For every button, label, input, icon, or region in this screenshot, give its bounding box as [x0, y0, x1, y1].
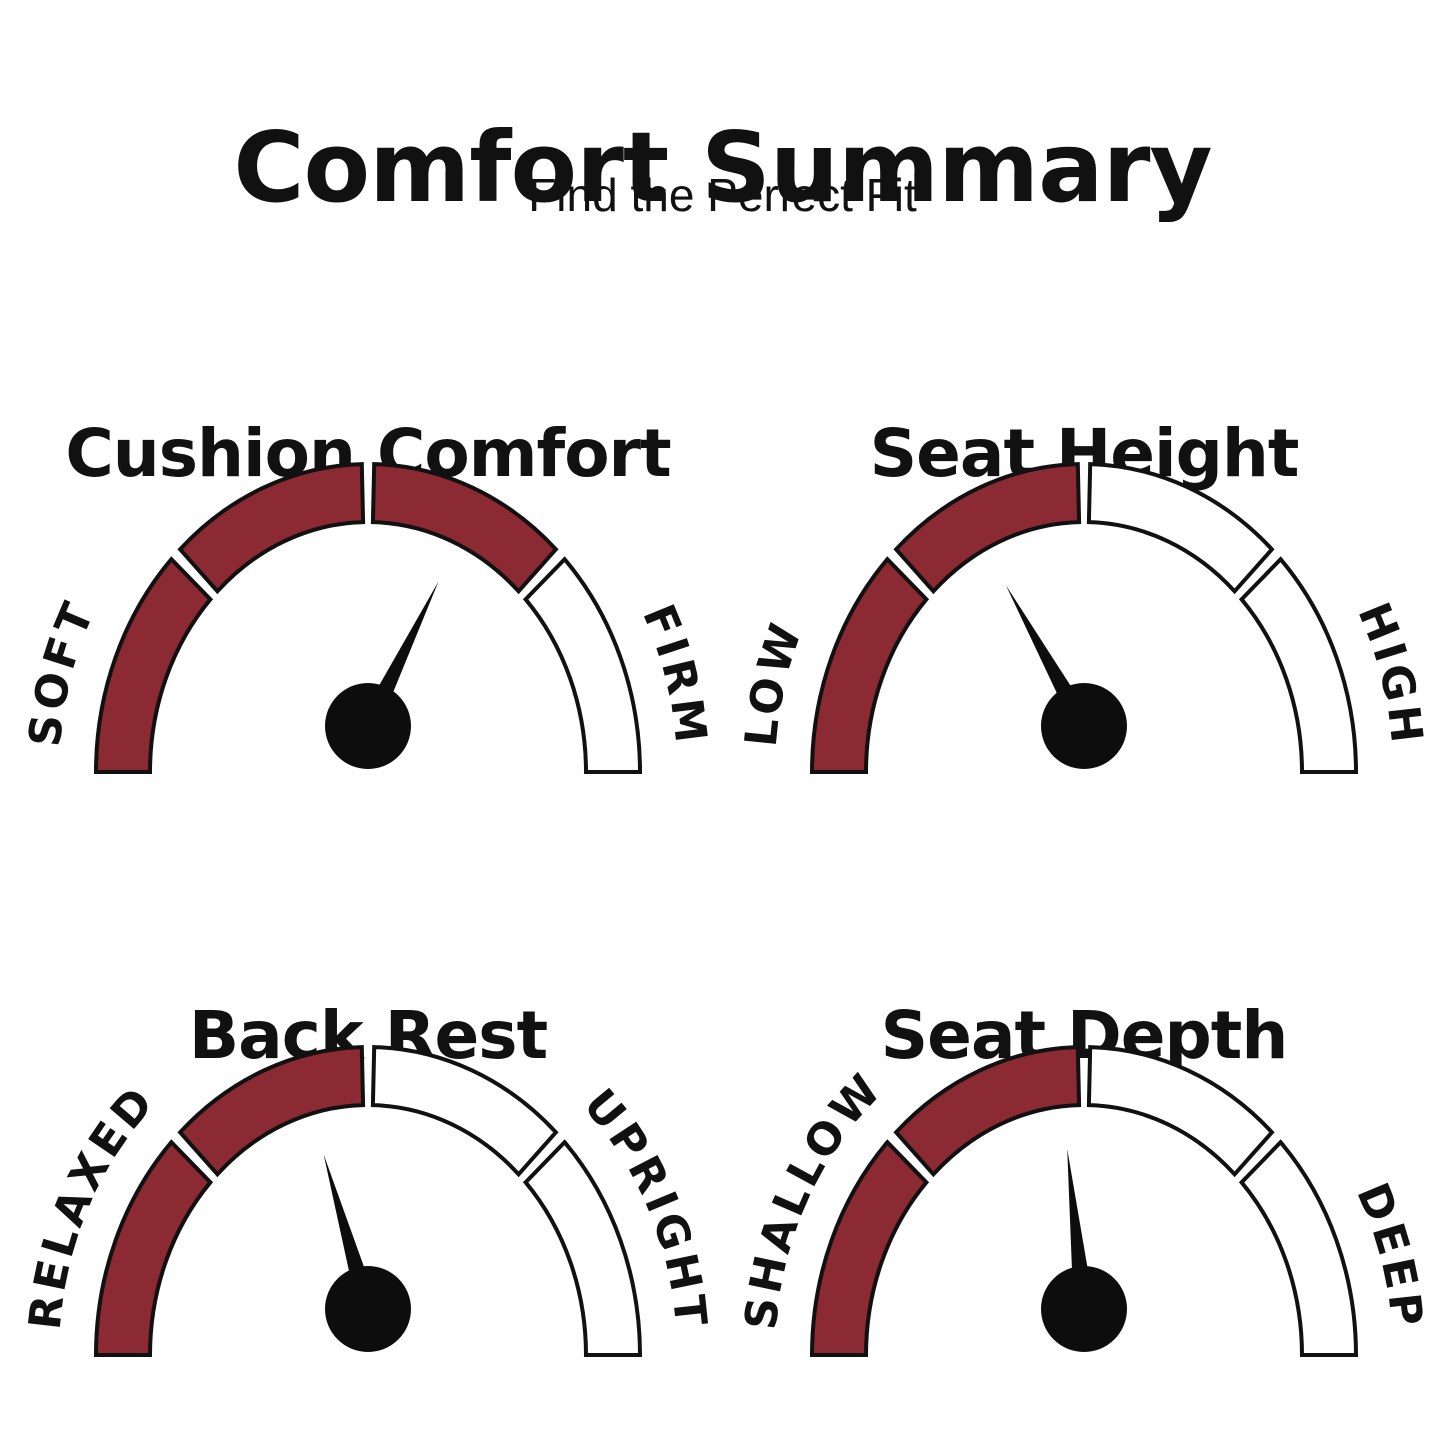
- gauge-max-label: DEEP: [1346, 1176, 1432, 1332]
- gauge-segment: [93, 556, 214, 774]
- gauge-segment: [809, 1139, 930, 1357]
- gauge-segment: [177, 1045, 366, 1178]
- gauge-segment: [809, 556, 930, 774]
- gauge-segment: [893, 1045, 1082, 1178]
- page-title: Comfort Summary: [233, 110, 1212, 224]
- gauge-title-back-rest: Back Rest: [188, 996, 548, 1074]
- gauge-min-label: LOW: [736, 614, 813, 749]
- page-subtitle: Find the Perfect Fit: [528, 169, 917, 221]
- gauge-max-label: HIGH: [1348, 596, 1433, 750]
- gauge-min-label: SOFT: [20, 592, 106, 749]
- gauge-chart-seat-height: LOW HIGH: [736, 462, 1433, 774]
- gauge-segment: [893, 462, 1082, 595]
- gauge-segment: [1238, 556, 1359, 774]
- gauge-needle-pivot: [325, 1266, 411, 1352]
- gauge-title-seat-height: Seat Height: [869, 414, 1300, 492]
- gauge-title-seat-depth: Seat Depth: [880, 996, 1289, 1074]
- gauge-segment: [522, 556, 643, 774]
- gauge-chart-cushion-comfort: SOFT FIRM: [20, 462, 716, 774]
- gauge-segment: [522, 1139, 643, 1357]
- gauge-needle-pivot: [1041, 1266, 1127, 1352]
- gauge-needle-pivot: [1041, 683, 1127, 769]
- gauge-segment: [177, 462, 366, 595]
- gauge-segment: [1086, 1045, 1275, 1178]
- gauge-segment: [1086, 462, 1275, 595]
- gauge-needle-pivot: [325, 683, 411, 769]
- gauge-segment: [1238, 1139, 1359, 1357]
- gauge-segment: [370, 462, 559, 595]
- gauge-title-cushion-comfort: Cushion Comfort: [65, 414, 671, 492]
- gauge-segment: [370, 1045, 559, 1178]
- gauge-max-label: FIRM: [632, 597, 716, 749]
- gauge-chart-back-rest: RELAXED UPRIGHT: [20, 1045, 712, 1357]
- gauge-segment: [93, 1139, 214, 1357]
